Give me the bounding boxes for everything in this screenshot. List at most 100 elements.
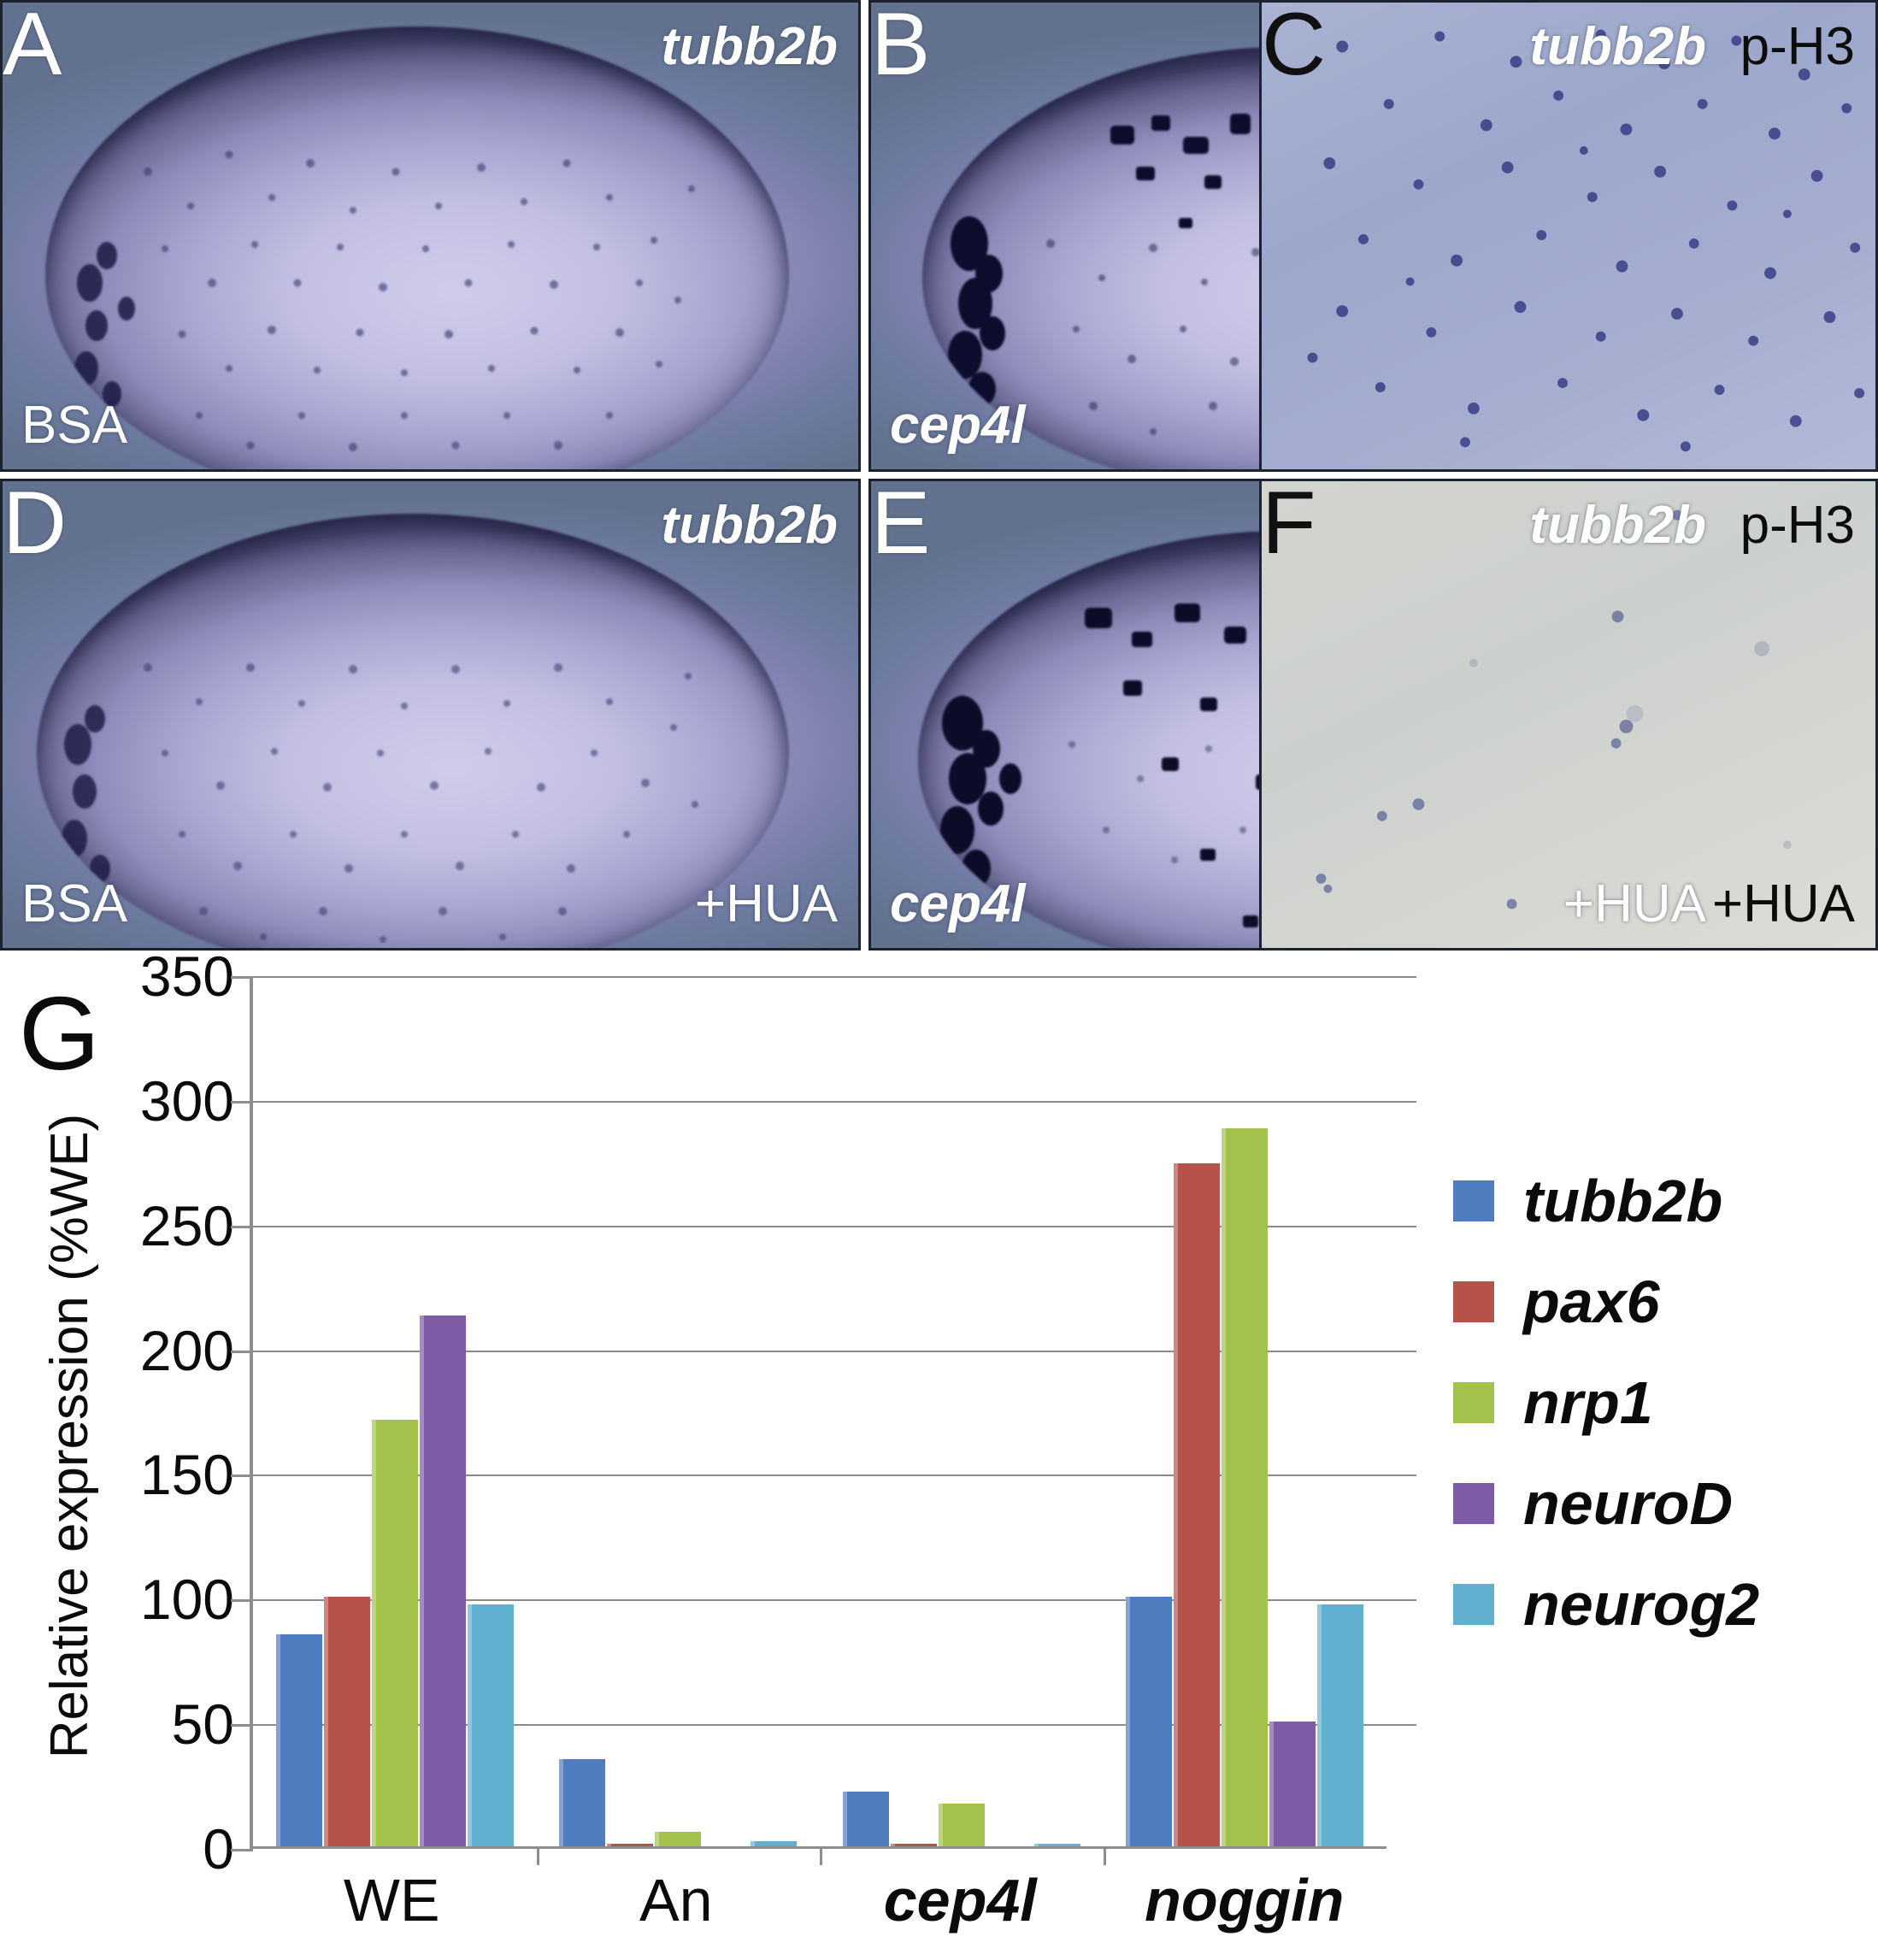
bar-neurog2-an <box>751 1841 798 1846</box>
y-axis-tick-label: 300 <box>139 1068 234 1133</box>
y-axis-tick-label: 200 <box>139 1318 234 1382</box>
bar-tubb2b-we <box>275 1634 322 1846</box>
y-axis-tickmark <box>231 1474 253 1478</box>
y-axis-tickmark <box>231 1100 253 1104</box>
panel-d-embryo <box>37 514 789 948</box>
bar-groups <box>253 976 1387 1865</box>
panel-c-probe-label: p-H3 <box>1740 17 1855 76</box>
panel-d-letter: D <box>3 479 67 573</box>
y-axis-tick-label: 350 <box>139 945 234 1008</box>
y-axis-tick-label: 150 <box>139 1443 234 1507</box>
legend-item-neurod[interactable]: neuroD <box>1453 1474 1759 1533</box>
legend-label-nrp1: nrp1 <box>1523 1369 1653 1436</box>
x-axis-label-cep4l: cep4l <box>883 1867 1037 1934</box>
bar-neurog2-cep4l <box>1033 1844 1080 1846</box>
x-axis-label-noggin: noggin <box>1145 1867 1345 1934</box>
panel-e-probe-label: tubb2b <box>1529 496 1706 555</box>
panel-b-treatment-label: cep4l <box>890 396 1026 455</box>
y-axis-tick-labels: 0 50 100 150 200 250 300 350 <box>128 945 241 1881</box>
embryo-speckles <box>37 514 789 948</box>
bar-tubb2b-noggin <box>1126 1597 1173 1846</box>
embryo-speckles <box>45 26 789 469</box>
chart-legend: tubb2b pax6 nrp1 neuroD neurog2 <box>1453 1171 1759 1634</box>
panel-a-probe-label: tubb2b <box>661 17 838 76</box>
bar-nrp1-an <box>655 1831 702 1846</box>
embryo-body <box>45 26 789 469</box>
embryo-body <box>37 514 789 948</box>
bar-neurog2-noggin <box>1317 1604 1364 1846</box>
bar-pax6-we <box>323 1597 370 1846</box>
bar-nrp1-cep4l <box>938 1804 985 1846</box>
legend-swatch-neurog2 <box>1453 1584 1494 1625</box>
panel-d-treatment-label: BSA <box>21 874 128 933</box>
panel-g-chart: G Relative expression (%WE) 0 50 100 150 200… <box>0 945 1878 1960</box>
gridline <box>253 1724 1416 1727</box>
y-axis-tickmark <box>231 1599 253 1603</box>
panel-b-probe-label: tubb2b <box>1529 17 1706 76</box>
panel-a-embryo <box>45 26 789 469</box>
panel-d-hua-label: +HUA <box>694 874 838 933</box>
bar-group <box>536 976 821 1865</box>
legend-label-tubb2b: tubb2b <box>1523 1168 1723 1234</box>
panel-a-letter: A <box>3 0 62 94</box>
y-axis-tick-label: 250 <box>139 1193 234 1257</box>
y-axis-tickmark <box>231 1350 253 1353</box>
bar-nrp1-we <box>371 1420 418 1846</box>
legend-item-pax6[interactable]: pax6 <box>1453 1272 1759 1332</box>
bar-tubb2b-an <box>559 1758 606 1847</box>
legend-swatch-pax6 <box>1453 1281 1494 1322</box>
plot-area <box>231 976 1416 1865</box>
legend-swatch-tubb2b <box>1453 1180 1494 1221</box>
y-axis-tickmark <box>231 1225 253 1228</box>
gridline <box>253 1599 1416 1602</box>
panel-a: A tubb2b BSA <box>0 0 861 472</box>
bar-pax6-noggin <box>1174 1162 1221 1847</box>
bar-neurod-we <box>419 1315 466 1847</box>
gridline <box>253 1100 1416 1103</box>
y-axis-tick-label: 100 <box>139 1568 234 1632</box>
panel-f-hua-label: +HUA <box>1711 874 1855 933</box>
panel-f-letter: F <box>1262 479 1316 573</box>
bar-group <box>820 976 1104 1865</box>
panel-f-nuclei <box>1262 481 1875 948</box>
y-axis-title: Relative expression (%WE) <box>40 1113 99 1759</box>
gridline <box>253 976 1416 978</box>
panel-d-probe-label: tubb2b <box>661 496 838 555</box>
panel-b-letter: B <box>871 0 930 94</box>
micrograph-panel-grid: A tubb2b BSA <box>0 0 1878 957</box>
bar-pax6-an <box>607 1844 654 1846</box>
x-axis-label-an: An <box>639 1867 713 1934</box>
panel-f: F p-H3 +HUA <box>1259 479 1878 951</box>
panel-c-nuclei <box>1262 3 1875 469</box>
panel-e-hua-label: +HUA <box>1563 874 1706 933</box>
x-axis-tick-labels: WE An cep4l noggin <box>250 1870 1386 1956</box>
panel-c-letter: C <box>1262 0 1326 94</box>
y-axis-tickmark <box>231 1724 253 1728</box>
panel-f-background <box>1262 481 1875 948</box>
bar-pax6-cep4l <box>890 1844 937 1846</box>
bar-neurod-noggin <box>1269 1722 1316 1846</box>
bar-nrp1-noggin <box>1222 1127 1269 1847</box>
panel-d: D tubb2b BSA +HUA <box>0 479 861 951</box>
legend-swatch-nrp1 <box>1453 1382 1494 1423</box>
bar-group <box>253 976 537 1847</box>
legend-label-neurog2: neurog2 <box>1523 1571 1760 1638</box>
legend-item-nrp1[interactable]: nrp1 <box>1453 1373 1759 1433</box>
bar-neurog2-we <box>467 1604 514 1846</box>
legend-label-neurod: neuroD <box>1523 1470 1733 1537</box>
bar-tubb2b-cep4l <box>842 1791 889 1847</box>
panel-e-treatment-label: cep4l <box>890 874 1026 933</box>
bar-group <box>1103 976 1387 1865</box>
panel-g-letter: G <box>19 975 100 1092</box>
panel-a-treatment-label: BSA <box>21 396 128 455</box>
gridline <box>253 1350 1416 1352</box>
legend-label-pax6: pax6 <box>1523 1268 1660 1335</box>
legend-item-neurog2[interactable]: neurog2 <box>1453 1574 1759 1634</box>
legend-item-tubb2b[interactable]: tubb2b <box>1453 1171 1759 1231</box>
y-axis-tickmark <box>231 1849 253 1851</box>
panel-f-probe-label: p-H3 <box>1740 496 1855 555</box>
y-axis-tick-label: 0 <box>203 1817 234 1881</box>
legend-swatch-neurod <box>1453 1483 1494 1524</box>
gridline <box>253 1225 1416 1227</box>
panel-c: C p-H3 <box>1259 0 1878 472</box>
